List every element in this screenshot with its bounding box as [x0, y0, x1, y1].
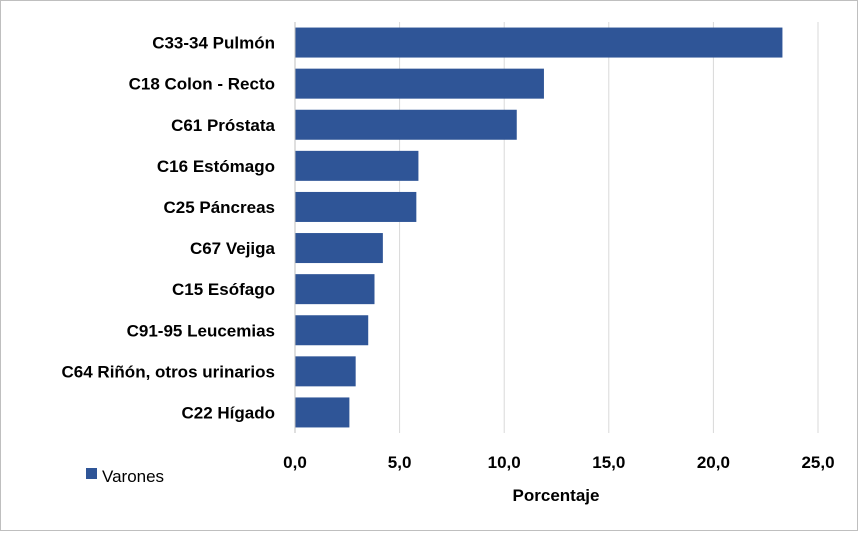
- category-label: C64 Riñón, otros urinarios: [62, 362, 275, 381]
- x-tick-label: 0,0: [283, 453, 307, 472]
- bar: [295, 397, 350, 428]
- category-label: C61 Próstata: [171, 116, 275, 135]
- bar: [295, 150, 419, 181]
- legend: Varones: [86, 467, 164, 486]
- bar: [295, 315, 369, 346]
- category-labels: C33-34 Pulmón C18 Colon - Recto C61 Prósta…: [62, 34, 276, 423]
- x-tick-label: 15,0: [592, 453, 625, 472]
- category-label: C25 Páncreas: [163, 198, 275, 217]
- x-tick-labels: 0,0 5,0 10,0 15,0 20,0 25,0: [283, 453, 834, 472]
- category-label: C22 Hígado: [181, 403, 275, 422]
- bar: [295, 356, 356, 387]
- category-label: C91-95 Leucemias: [127, 321, 275, 340]
- legend-label-varones: Varones: [102, 467, 164, 486]
- bar: [295, 233, 383, 264]
- category-label: C15 Esófago: [172, 280, 275, 299]
- category-label: C18 Colon - Recto: [129, 75, 275, 94]
- x-tick-label: 5,0: [388, 453, 412, 472]
- bars: [295, 27, 783, 428]
- category-label: C16 Estómago: [157, 157, 275, 176]
- x-tick-label: 25,0: [801, 453, 834, 472]
- bar: [295, 68, 544, 99]
- x-axis-label: Porcentaje: [513, 486, 600, 505]
- category-label: C33-34 Pulmón: [152, 34, 275, 53]
- bar: [295, 274, 375, 305]
- x-tick-label: 20,0: [697, 453, 730, 472]
- bar: [295, 191, 417, 222]
- category-label: C67 Vejiga: [190, 239, 276, 258]
- bar: [295, 109, 517, 140]
- legend-swatch-varones: [86, 468, 97, 479]
- bar: [295, 27, 783, 58]
- x-tick-label: 10,0: [488, 453, 521, 472]
